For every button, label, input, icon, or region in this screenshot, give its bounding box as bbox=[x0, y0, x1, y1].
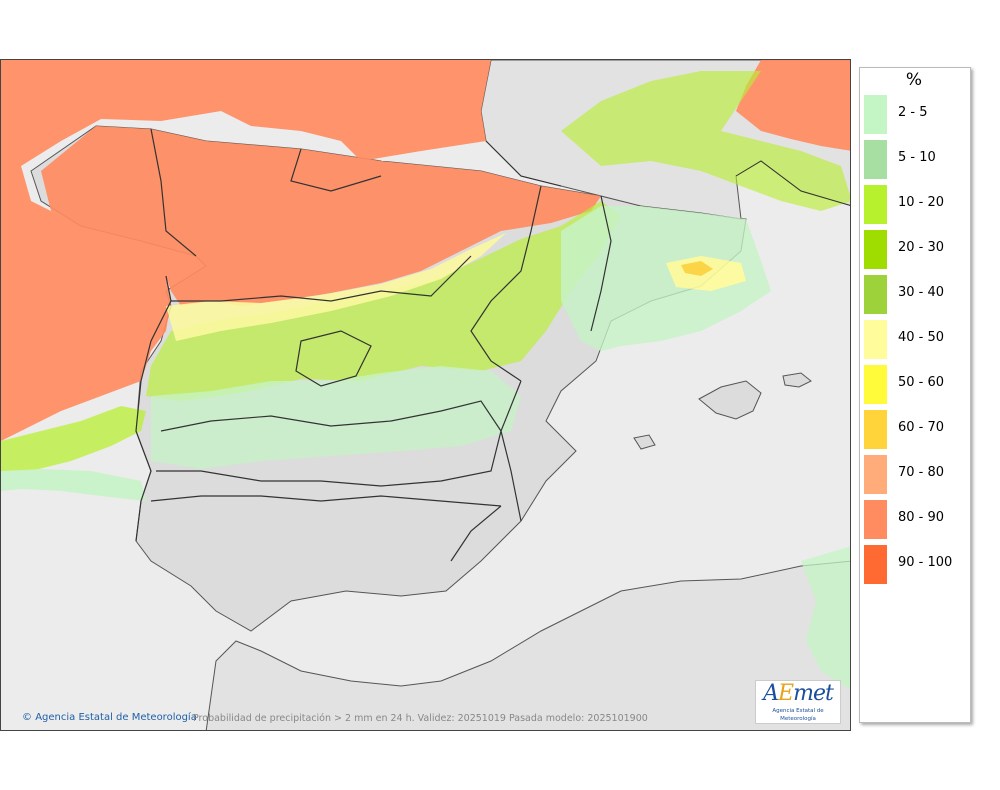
legend-item: 40 - 50 bbox=[864, 318, 968, 359]
border-galicia-castilla bbox=[150, 128, 197, 257]
border-portugal bbox=[135, 275, 172, 542]
region-borders bbox=[135, 128, 612, 562]
probability-shading bbox=[1, 60, 850, 690]
agency-credit-text: Agencia Estatal de Meteorología bbox=[35, 712, 197, 723]
legend-item: 60 - 70 bbox=[864, 408, 968, 449]
prob-zone-2-5-southeast bbox=[801, 546, 850, 690]
prob-zone-60-70-catalonia bbox=[681, 261, 713, 276]
legend-swatch bbox=[864, 410, 887, 449]
prob-zone-80-90-gulf-of-lion bbox=[736, 60, 850, 151]
legend-swatch bbox=[864, 230, 887, 269]
legend-swatch bbox=[864, 320, 887, 359]
border-cantabria bbox=[290, 148, 382, 192]
agency-credit: © Agencia Estatal de Meteorología bbox=[22, 712, 197, 723]
prob-zone-2-5-central bbox=[151, 366, 521, 469]
legend-swatch bbox=[864, 95, 887, 134]
legend-swatch bbox=[864, 500, 887, 539]
legend-label: 80 - 90 bbox=[898, 510, 945, 525]
border-aragon bbox=[470, 185, 542, 382]
probability-legend: % 2 - 5 5 - 10 10 - 20 20 - 30 30 - 40 4… bbox=[859, 67, 971, 723]
legend-swatch bbox=[864, 455, 887, 494]
legend-swatch bbox=[864, 140, 887, 179]
legend-label: 50 - 60 bbox=[898, 375, 945, 390]
legend-title: % bbox=[905, 70, 923, 90]
menorca-land bbox=[782, 372, 812, 388]
border-catalonia bbox=[590, 195, 612, 332]
border-murcia bbox=[450, 505, 502, 562]
legend-item: 80 - 90 bbox=[864, 498, 968, 539]
copyright-icon: © bbox=[22, 712, 32, 723]
precipitation-probability-map bbox=[1, 60, 850, 730]
legend-label: 10 - 20 bbox=[898, 195, 945, 210]
legend-swatch bbox=[864, 365, 887, 404]
aemet-logo: AEmet Agencia Estatal de Meteorología bbox=[755, 680, 841, 724]
legend-label: 2 - 5 bbox=[898, 105, 928, 120]
ibiza-land bbox=[633, 434, 656, 450]
france-spain-coast bbox=[485, 140, 562, 187]
legend-label: 40 - 50 bbox=[898, 330, 945, 345]
legend-label: 5 - 10 bbox=[898, 150, 936, 165]
mallorca-land bbox=[698, 380, 762, 420]
prob-zone-80-90-north bbox=[41, 126, 601, 306]
legend-label: 90 - 100 bbox=[898, 555, 953, 570]
prob-zone-10-20-portugal bbox=[1, 406, 146, 471]
legend-label: 30 - 40 bbox=[898, 285, 945, 300]
prob-zone-40-50-band bbox=[166, 233, 506, 341]
legend-label: 70 - 80 bbox=[898, 465, 945, 480]
legend-item: 20 - 30 bbox=[864, 228, 968, 269]
map-panel bbox=[0, 59, 851, 731]
map-caption: Probabilidad de precipitación > 2 mm en … bbox=[193, 713, 648, 724]
border-andalucia bbox=[150, 495, 502, 507]
legend-item: 5 - 10 bbox=[864, 138, 968, 179]
legend-swatch bbox=[864, 275, 887, 314]
border-castilla-leon-south bbox=[171, 255, 472, 302]
legend-swatch bbox=[864, 185, 887, 224]
legend-item: 70 - 80 bbox=[864, 453, 968, 494]
prob-zone-10-20-band bbox=[146, 201, 621, 401]
legend-label: 60 - 70 bbox=[898, 420, 945, 435]
legend-swatch bbox=[864, 545, 887, 584]
border-madrid bbox=[295, 330, 372, 387]
legend-item: 2 - 5 bbox=[864, 93, 968, 134]
prob-zone-2-5-portugal bbox=[1, 469, 146, 501]
aemet-logo-subtitle: Agencia Estatal de Meteorología bbox=[772, 708, 824, 722]
prob-zone-10-20-gulf-halo bbox=[561, 71, 850, 211]
gulf-of-lion-coast bbox=[735, 160, 850, 206]
aemet-logo-mark: AEmet bbox=[763, 681, 834, 706]
legend-item: 10 - 20 bbox=[864, 183, 968, 224]
border-valencia bbox=[500, 380, 522, 522]
legend-label: 20 - 30 bbox=[898, 240, 945, 255]
prob-zone-2-5-east bbox=[561, 206, 771, 351]
legend-item: 30 - 40 bbox=[864, 273, 968, 314]
prob-zone-80-90-atlantic bbox=[1, 60, 491, 441]
legend-item: 50 - 60 bbox=[864, 363, 968, 404]
legend-item: 90 - 100 bbox=[864, 543, 968, 584]
